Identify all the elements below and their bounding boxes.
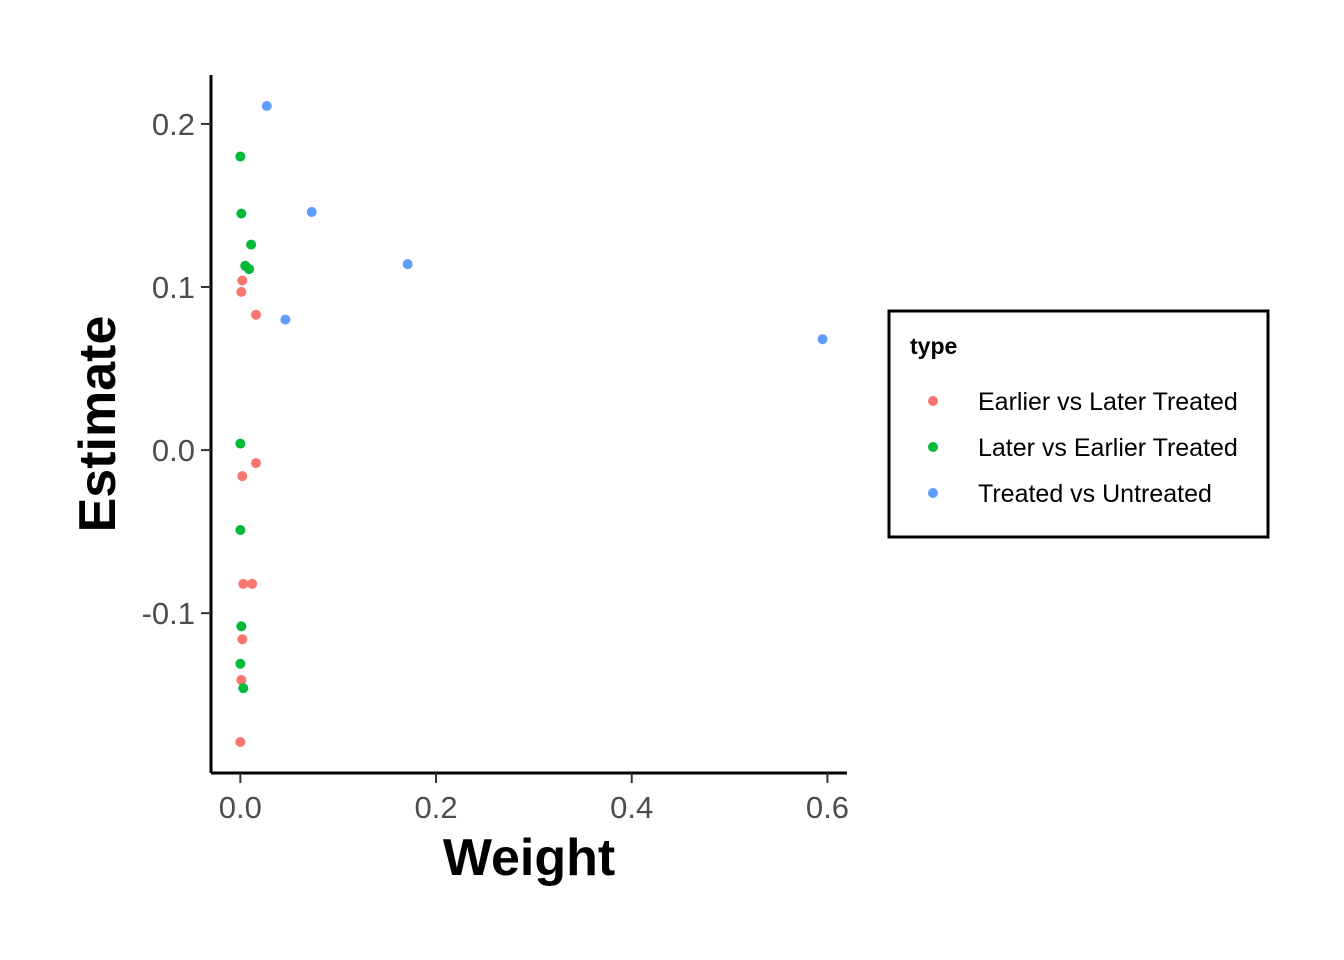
y-tick-label: 0.2 [152,107,195,142]
data-point [251,458,262,469]
data-point [236,675,247,686]
y-axis-title: Estimate [69,316,127,533]
legend-key [928,396,938,406]
data-point [402,259,413,270]
data-point [237,471,248,482]
y-tick-label: -0.1 [142,596,195,631]
data-point [246,239,257,250]
data-point [236,286,247,297]
data-point [306,206,317,217]
data-point [237,275,248,286]
data-point [238,578,249,589]
data-point [247,578,258,589]
legend-title: type [910,333,957,359]
data-point [280,314,291,325]
data-point [235,737,246,748]
axes [209,75,847,775]
data-point [244,264,255,275]
data-point [235,438,246,449]
x-tick-label: 0.2 [414,790,457,825]
legend-label: Treated vs Untreated [978,480,1212,508]
data-point [235,658,246,669]
data-point [261,100,272,111]
data-point [238,683,249,694]
data-point [237,634,248,645]
data-point [251,309,262,320]
x-tick-label: 0.0 [219,790,262,825]
y-tick-label: 0.0 [152,433,195,468]
legend-label: Earlier vs Later Treated [978,388,1238,416]
legend-key [928,442,938,452]
legend-items: Earlier vs Later Treated Later vs Earlier… [928,388,1238,508]
data-point [236,621,247,632]
legend-box [887,309,1270,539]
x-tick-label: 0.4 [610,790,653,825]
legend-label: Later vs Earlier Treated [978,434,1238,462]
x-axis-title: Weight [443,829,615,887]
data-point [235,151,246,162]
y-tick-label: 0.1 [152,270,195,305]
legend-key [928,488,938,498]
data-point [236,208,247,219]
data-point [817,334,828,345]
data-points [235,100,828,748]
legend: type Earlier vs Later Treated Later vs Ea… [887,309,1270,539]
x-tick-label: 0.6 [806,790,849,825]
ticks: 0.0 0.2 0.4 0.6 -0.1 0.0 0.1 0.2 [142,107,849,825]
data-point [235,525,246,536]
